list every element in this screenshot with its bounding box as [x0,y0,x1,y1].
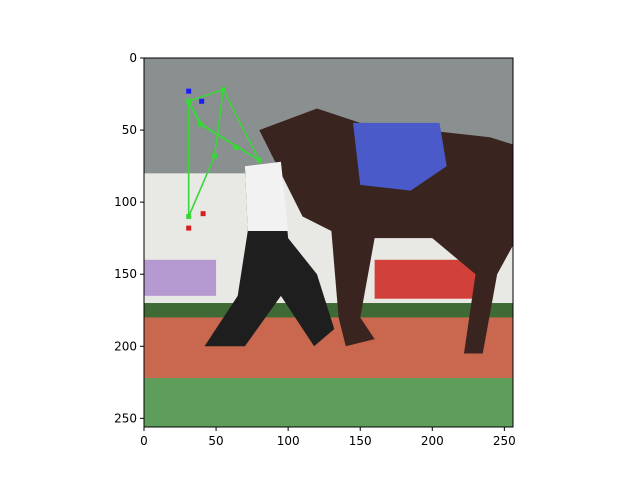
photo-blanket [353,122,447,191]
x-axis: 0 50 100 150 200 250 [140,427,516,448]
axes-frame [143,57,514,428]
y-tick-label: 150 [114,267,137,281]
keypoint-5 [233,144,239,150]
photo-background [144,58,513,427]
x-tick-label: 50 [208,434,223,448]
y-tick-label: 50 [122,123,137,137]
x-tick-label: 250 [493,434,516,448]
photo-handler-shirt [244,161,289,231]
x-tick-label: 150 [349,434,372,448]
keypoint-4 [197,121,203,127]
y-tick-label: 100 [114,195,137,209]
keypoint-7 [212,153,218,159]
keypoint-2 [220,87,226,93]
keypoint-1 [199,98,205,104]
keypoint-9 [186,225,192,231]
photo-horse [259,108,513,354]
x-tick-label: 100 [277,434,300,448]
photo-grass [144,377,513,427]
keypoint-3 [186,98,192,104]
keypoint-0 [186,88,192,94]
y-tick-label: 200 [114,339,137,353]
x-tick-label: 200 [421,434,444,448]
y-tick-label: 0 [129,51,137,65]
photo-flowers-right [374,259,476,299]
keypoint-overlay [186,87,262,231]
y-axis: 0 50 100 150 200 250 [114,51,144,425]
photo-flowers-left [144,259,217,296]
photo-handler [204,161,335,347]
y-tick-label: 250 [114,411,137,425]
keypoint-10 [200,211,206,217]
x-tick-label: 0 [140,434,148,448]
keypoint-6 [256,157,262,163]
keypoint-8 [186,214,192,220]
